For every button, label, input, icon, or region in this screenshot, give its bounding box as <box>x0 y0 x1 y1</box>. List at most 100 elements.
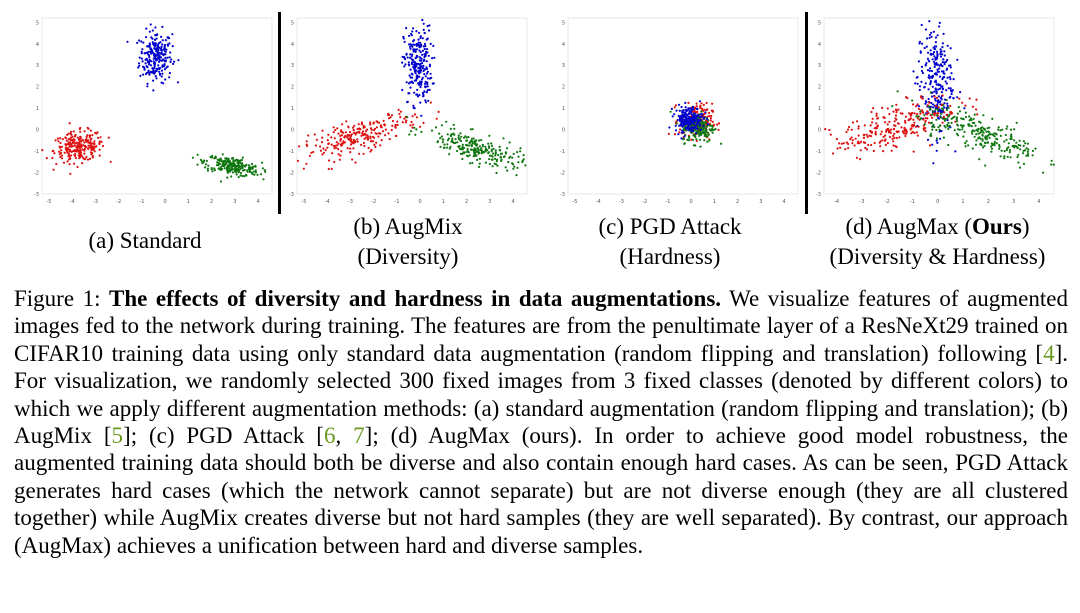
scatter-point <box>349 151 352 154</box>
scatter-point <box>225 160 229 163</box>
scatter-point <box>894 117 897 120</box>
scatter-point <box>72 138 75 141</box>
scatter-point <box>73 144 76 147</box>
citation-link[interactable]: 6 <box>323 423 336 449</box>
y-tick-label: -2 <box>816 171 821 177</box>
scatter-point <box>524 164 527 167</box>
scatter-point <box>162 82 165 85</box>
scatter-point <box>673 106 676 109</box>
scatter-point <box>161 65 164 68</box>
scatter-point <box>914 125 918 128</box>
scatter-point <box>405 81 408 84</box>
scatter-point <box>870 131 873 134</box>
scatter-point <box>79 150 82 153</box>
plot-frame <box>823 17 1055 195</box>
scatter-point <box>59 137 62 140</box>
citation-link[interactable]: 7 <box>353 423 365 449</box>
scatter-point <box>423 42 427 46</box>
scatter-point <box>424 101 428 104</box>
scatter-point <box>936 68 939 71</box>
y-tick-label: 2 <box>291 85 294 91</box>
scatter-point <box>927 121 931 124</box>
scatter-point <box>419 71 422 74</box>
scatter-point <box>161 25 164 28</box>
scatter-point <box>869 129 872 133</box>
scatter-point <box>430 129 434 132</box>
scatter-point <box>692 144 695 147</box>
x-tick-label: -4 <box>70 199 75 205</box>
scatter-point <box>938 21 941 24</box>
scatter-point <box>869 124 872 127</box>
scatter-point <box>920 65 924 68</box>
scatter-point <box>74 149 77 152</box>
scatter-point <box>881 139 884 142</box>
scatter-point <box>196 163 199 166</box>
scatter-point <box>929 49 932 52</box>
scatter-point <box>1025 147 1028 150</box>
scatter-point <box>254 171 257 174</box>
scatter-point <box>915 105 918 108</box>
scatter-point <box>142 41 145 44</box>
x-tick-label: 3 <box>233 199 236 205</box>
scatter-point <box>336 144 339 147</box>
scatter-point <box>417 67 420 70</box>
scatter-point <box>1008 148 1011 152</box>
scatter-point <box>958 128 961 131</box>
scatter-point <box>422 121 425 124</box>
scatter-point <box>152 69 155 72</box>
scatter-point <box>75 150 78 153</box>
y-tick-label: 4 <box>291 42 294 48</box>
scatter-point <box>949 104 952 108</box>
scatter-point <box>137 66 140 69</box>
scatter-point <box>936 70 939 73</box>
scatter-point <box>68 122 71 125</box>
scatter-point <box>929 105 932 108</box>
scatter-point <box>488 158 491 161</box>
subcaption-b: (b) AugMix (Diversity) <box>273 212 543 272</box>
scatter-point <box>415 44 418 47</box>
scatter-point <box>76 165 79 169</box>
scatter-point <box>708 128 711 131</box>
scatter-point <box>490 148 493 151</box>
panel-separator <box>278 12 281 214</box>
scatter-point <box>148 73 151 76</box>
scatter-point <box>879 140 882 143</box>
scatter-point <box>901 112 904 115</box>
scatter-point <box>408 45 412 48</box>
scatter-point <box>674 124 677 127</box>
scatter-point <box>80 140 83 143</box>
scatter-point <box>946 113 949 116</box>
scatter-point <box>78 147 81 150</box>
subcaption-c: (c) PGD Attack (Hardness) <box>535 212 805 272</box>
scatter-point <box>696 129 699 132</box>
scatter-point <box>163 46 166 49</box>
citation-link[interactable]: 5 <box>111 423 124 449</box>
scatter-point <box>1009 156 1012 159</box>
scatter-point <box>926 138 930 141</box>
scatter-point <box>396 120 399 123</box>
scatter-point <box>75 141 78 144</box>
citation-link[interactable]: 4 <box>1043 340 1055 366</box>
scatter-point <box>413 67 416 70</box>
scatter-point <box>428 88 431 91</box>
scatter-point <box>939 124 942 127</box>
subcaption-a: (a) Standard <box>10 226 280 256</box>
scatter-point <box>333 160 336 164</box>
scatter-point <box>508 141 511 144</box>
scatter-point <box>985 130 988 133</box>
scatter-point <box>685 127 688 130</box>
scatter-point <box>696 119 699 122</box>
scatter-point <box>363 137 366 140</box>
scatter-point <box>359 128 362 131</box>
scatter-point <box>904 121 907 124</box>
scatter-point <box>76 136 79 139</box>
scatter-point <box>838 142 841 145</box>
scatter-point <box>67 141 70 144</box>
scatter-point <box>93 150 96 153</box>
scatter-point <box>921 42 924 45</box>
scatter-point <box>88 141 91 145</box>
scatter-point <box>72 130 75 133</box>
y-tick-label: -3 <box>289 192 294 198</box>
scatter-point <box>147 54 151 57</box>
scatter-point <box>882 116 885 119</box>
